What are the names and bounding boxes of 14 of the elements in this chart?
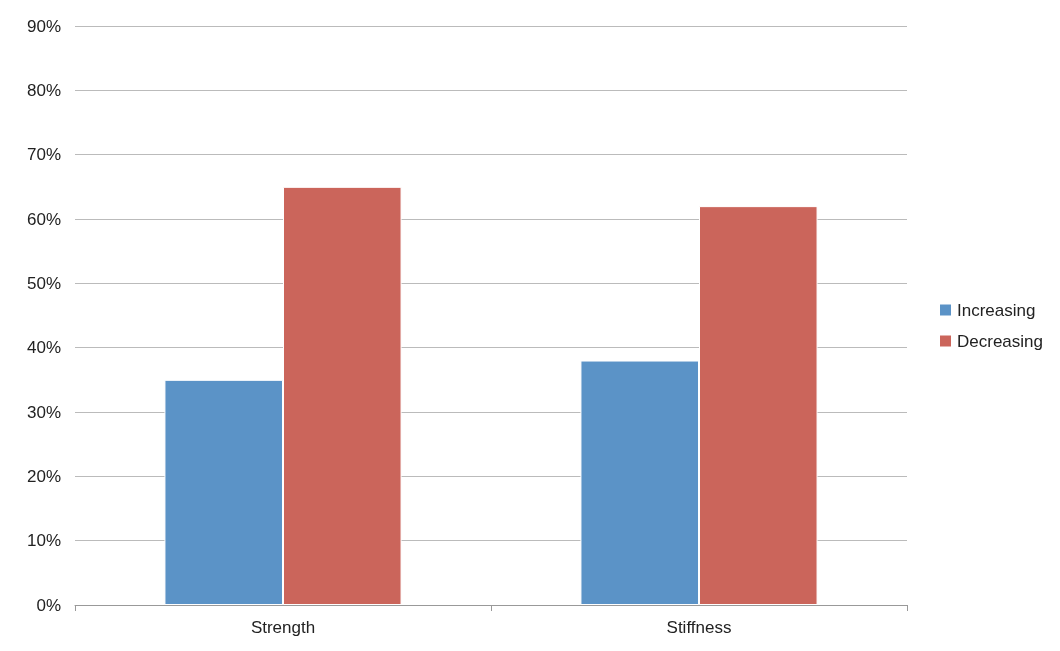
legend-label: Increasing: [957, 300, 1036, 320]
x-tick-label: Strength: [250, 618, 316, 637]
x-tick-label: Stiffness: [666, 618, 732, 637]
y-tick-label: 0%: [36, 595, 61, 615]
legend-label: Decreasing: [957, 331, 1044, 351]
y-tick-label: 90%: [26, 16, 61, 36]
y-tick-label: 70%: [26, 145, 61, 165]
y-tick-label: 50%: [26, 273, 61, 293]
y-tick-label: 40%: [26, 338, 61, 358]
y-tick-label: 80%: [26, 80, 61, 100]
y-tick-label: 60%: [26, 209, 61, 229]
y-tick-label: 20%: [26, 466, 61, 486]
y-tick-label: 30%: [26, 402, 61, 422]
y-tick-label: 10%: [26, 531, 61, 551]
